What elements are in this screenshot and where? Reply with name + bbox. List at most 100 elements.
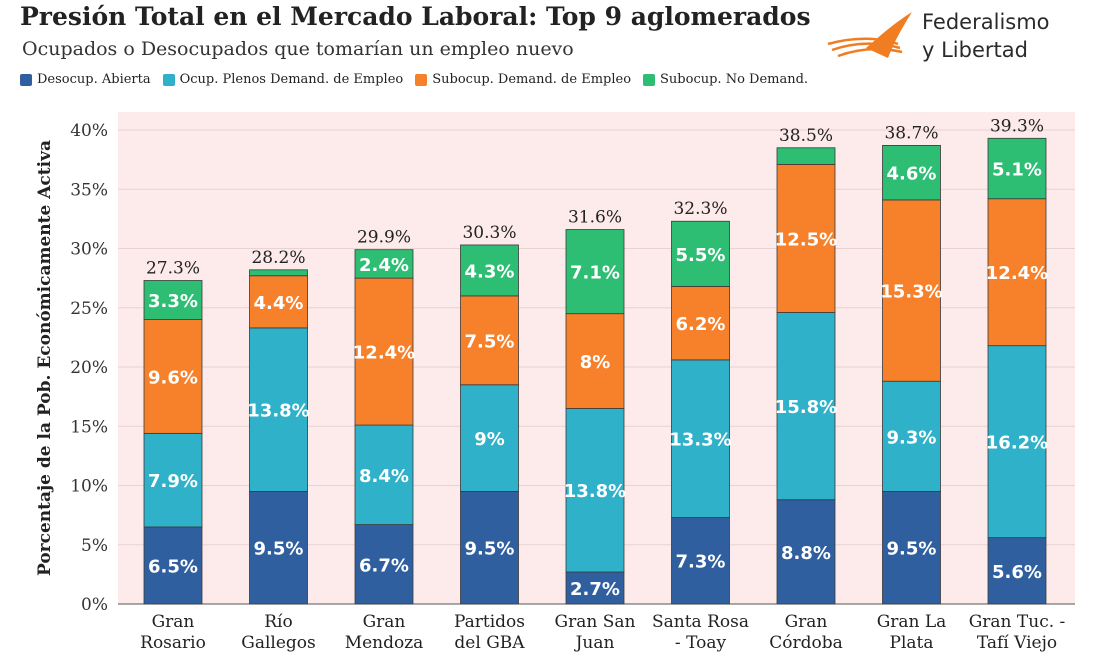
x-tick-label: Partidos — [454, 612, 525, 632]
bar-segment — [354, 249, 414, 279]
x-tick-label: Tafí Viejo — [977, 633, 1057, 653]
data-label: 7.9% — [148, 471, 198, 492]
data-label: 13.8% — [247, 401, 309, 422]
data-label: 5.1% — [992, 160, 1042, 181]
logo-line-1: Federalismo — [922, 10, 1050, 34]
bar-segment — [460, 384, 519, 492]
data-label: 7.5% — [465, 331, 515, 352]
data-label: 7.3% — [676, 552, 726, 573]
swoosh-logo-icon — [827, 12, 912, 58]
bar-segment — [354, 277, 414, 426]
data-label: 8.8% — [781, 543, 831, 564]
data-label: 13.3% — [669, 430, 731, 451]
bar-segment — [460, 491, 519, 605]
y-tick-label: 40% — [70, 121, 108, 141]
bar-segment — [987, 198, 1047, 347]
data-label: 4.6% — [887, 164, 937, 185]
data-label: 9.5% — [887, 539, 937, 560]
y-axis-label: Porcentaje de la Pob. Económicamente Act… — [35, 140, 55, 576]
bar-segment — [565, 229, 625, 315]
chart-title: Presión Total en el Mercado Laboral: Top… — [20, 2, 811, 31]
total-label: 38.7% — [884, 123, 938, 143]
data-label: 13.8% — [564, 481, 626, 502]
x-tick-label: Rosario — [140, 633, 206, 653]
y-tick-label: 5% — [81, 536, 108, 556]
data-label: 9% — [474, 429, 505, 450]
legend-swatch — [20, 73, 32, 86]
data-label: 12.5% — [775, 229, 837, 250]
bar-segment — [143, 280, 203, 320]
x-tick-label: Plata — [890, 633, 934, 653]
bar-segment — [143, 526, 203, 605]
logo-line-2: y Libertad — [922, 38, 1028, 62]
bar-segment — [143, 319, 203, 434]
y-tick-label: 35% — [70, 180, 108, 200]
bar-segment — [882, 380, 941, 492]
y-tick-label: 0% — [81, 595, 108, 615]
total-label: 31.6% — [568, 208, 622, 228]
total-label: 27.3% — [146, 258, 200, 278]
bar-segment — [776, 163, 836, 313]
y-tick-label: 20% — [70, 358, 108, 378]
x-tick-label: Juan — [574, 633, 615, 653]
bar-segment — [671, 359, 730, 518]
data-label: 9.5% — [465, 539, 515, 560]
bar-segment — [987, 537, 1047, 605]
data-label: 9.5% — [254, 539, 304, 560]
bar-segment — [776, 147, 836, 165]
y-tick-label: 25% — [70, 299, 108, 319]
total-label: 30.3% — [462, 223, 516, 243]
data-label: 15.3% — [880, 282, 942, 303]
data-label: 6.7% — [359, 555, 409, 576]
data-label: 4.4% — [254, 293, 304, 314]
data-label: 9.3% — [887, 427, 937, 448]
bar-segment — [671, 286, 730, 361]
data-label: 15.8% — [775, 397, 837, 418]
legend-swatch — [415, 73, 428, 86]
total-label: 32.3% — [673, 199, 727, 219]
total-label: 38.5% — [779, 126, 833, 146]
legend-swatch — [643, 73, 656, 86]
data-label: 2.7% — [570, 579, 620, 600]
total-label: 28.2% — [251, 248, 305, 268]
legend-swatch — [162, 73, 175, 86]
brand-logo: Federalismo y Libertad — [826, 8, 1096, 70]
data-label: 6.2% — [676, 314, 726, 335]
data-label: 12.4% — [353, 343, 415, 364]
bar-segment — [249, 269, 308, 277]
data-label: 5.5% — [676, 245, 726, 266]
x-tick-label: Córdoba — [769, 633, 843, 653]
bar-segment — [565, 313, 625, 409]
data-label: 6.5% — [148, 556, 198, 577]
data-label: 8% — [580, 352, 611, 373]
legend-item: Subocup. No Demand. — [643, 72, 808, 87]
data-label: 9.6% — [148, 367, 198, 388]
chart-legend: Desocup. Abierta Ocup. Plenos Demand. de … — [20, 72, 820, 87]
x-tick-label: Río — [264, 612, 292, 632]
legend-item: Ocup. Plenos Demand. de Empleo — [162, 72, 404, 87]
data-label: 5.6% — [992, 562, 1042, 583]
legend-item: Subocup. Demand. de Empleo — [415, 72, 631, 87]
bar-segment — [671, 220, 730, 287]
y-tick-label: 30% — [70, 240, 108, 260]
bar-segment — [249, 275, 308, 329]
bar-segment — [671, 517, 730, 605]
x-tick-label: - Toay — [675, 633, 727, 653]
legend-label: Ocup. Plenos Demand. de Empleo — [179, 72, 404, 87]
legend-label: Desocup. Abierta — [37, 72, 151, 87]
x-tick-label: Gran — [152, 612, 195, 632]
x-tick-label: Mendoza — [345, 633, 424, 653]
data-label: 4.3% — [465, 261, 515, 282]
bar-segment — [882, 199, 941, 382]
x-tick-label: Gran Tuc. - — [969, 612, 1066, 632]
legend-label: Subocup. Demand. de Empleo — [432, 72, 632, 87]
y-tick-label: 15% — [70, 417, 108, 437]
bar-segment — [143, 432, 203, 528]
x-tick-label: Gran — [785, 612, 828, 632]
bar-segment — [354, 524, 414, 605]
total-label: 29.9% — [357, 228, 411, 248]
bar-segment — [987, 345, 1047, 539]
chart-subtitle: Ocupados o Desocupados que tomarían un e… — [22, 38, 574, 60]
legend-item: Desocup. Abierta — [20, 72, 151, 87]
x-tick-label: Gran La — [877, 612, 947, 632]
